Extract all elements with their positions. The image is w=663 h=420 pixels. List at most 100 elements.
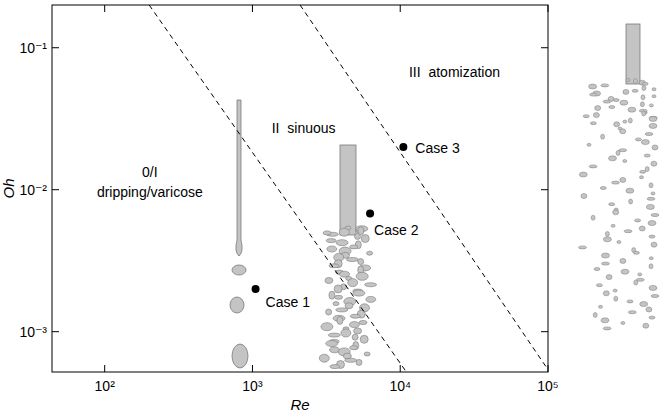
label-patch [373,222,420,238]
spray-droplet [638,273,642,276]
spray-droplet [593,113,599,118]
fragment [352,334,358,340]
spray-droplet [628,311,636,314]
spray-droplet [623,160,627,163]
spray-droplet [641,140,649,145]
y-tick-label: 10⁻³ [19,324,47,340]
spray-droplet [603,100,611,103]
fragment [339,228,349,236]
spray-droplet [642,86,646,91]
spray-droplet [649,285,657,290]
spray-droplet [617,241,621,244]
plot-area [149,5,548,372]
spray-droplet [613,99,619,102]
spray-droplet [642,82,648,85]
fragment [326,341,338,347]
y-tick-label: 10⁻² [19,182,47,198]
spray-droplet [624,230,632,233]
fragment [321,323,333,331]
fragment [323,231,331,235]
spray-droplet [595,106,601,111]
spray-droplet [605,231,609,236]
fragment [350,245,358,249]
spray-droplet [609,106,615,109]
spray-droplet [587,143,591,146]
spray-droplet [623,89,629,94]
spray-droplet [652,88,656,91]
spray-droplet [649,116,657,121]
y-tick [52,331,59,332]
spray-droplet [629,199,633,204]
spray-droplet [599,305,603,308]
fragment [346,258,358,262]
spray-droplet [649,264,653,269]
fragment [336,240,348,246]
x-axis-title: Re [290,396,309,413]
fragment [345,303,353,309]
region-label: 0/I [142,164,158,180]
spray-droplet [633,251,639,254]
spray-droplet [581,194,587,199]
fragment [350,346,358,350]
spray-droplet [649,316,655,319]
spray-droplet [644,154,650,157]
droplet [232,344,248,368]
fragment [327,246,337,252]
spray-droplet [593,312,597,317]
droplet [230,297,244,313]
y-tick-label: 10⁻¹ [19,40,47,56]
spray-droplet [600,187,606,190]
sinuous-jet [340,145,356,235]
spray-droplet [609,156,617,161]
fragment [358,259,364,265]
spray-droplet [642,111,646,116]
fragment [329,291,335,299]
spray-droplet [633,79,637,84]
spray-droplet [620,129,626,134]
x-tick [400,5,401,12]
spray-droplet [590,93,598,96]
fragment [335,295,343,299]
spray-droplet [640,176,644,179]
spray-droplet [579,246,587,249]
spray-droplet [627,300,633,303]
x-tick [104,5,105,12]
fragment [345,358,357,362]
spray-droplet [651,295,659,298]
spray-droplet [649,235,655,238]
y-axis-title: Oh [0,178,17,198]
y-tick [52,189,59,190]
fragment [361,235,369,243]
fragment [350,314,360,318]
case-point [366,209,374,217]
spray-droplet [602,262,610,265]
spray-droplet [616,150,620,155]
spray-droplet [589,165,597,168]
x-tick-label: 10³ [242,378,263,394]
spray-droplet [601,134,605,139]
droplet [232,265,246,275]
jet-illustrations [230,24,659,369]
fragment [359,321,367,325]
spray-droplet [626,79,630,82]
fragment [328,333,340,337]
y-tick [541,47,548,48]
x-tick-label: 10² [95,378,116,394]
x-tick [400,365,401,372]
spray-droplet [645,133,653,136]
spray-droplet [640,302,648,307]
fragment [334,285,342,293]
spray-droplet [649,183,653,188]
spray-droplet [640,102,644,107]
x-tick [252,5,253,12]
spray-droplet [652,95,656,98]
spray-droplet [649,123,657,128]
spray-droplet [590,122,596,125]
spray-droplet [613,210,619,215]
spray-droplet [603,291,609,296]
atomizing-jet [626,24,640,84]
spray-droplet [651,214,659,217]
spray-droplet [614,122,620,127]
spray-droplet [639,226,645,231]
spray-droplet [583,115,589,118]
